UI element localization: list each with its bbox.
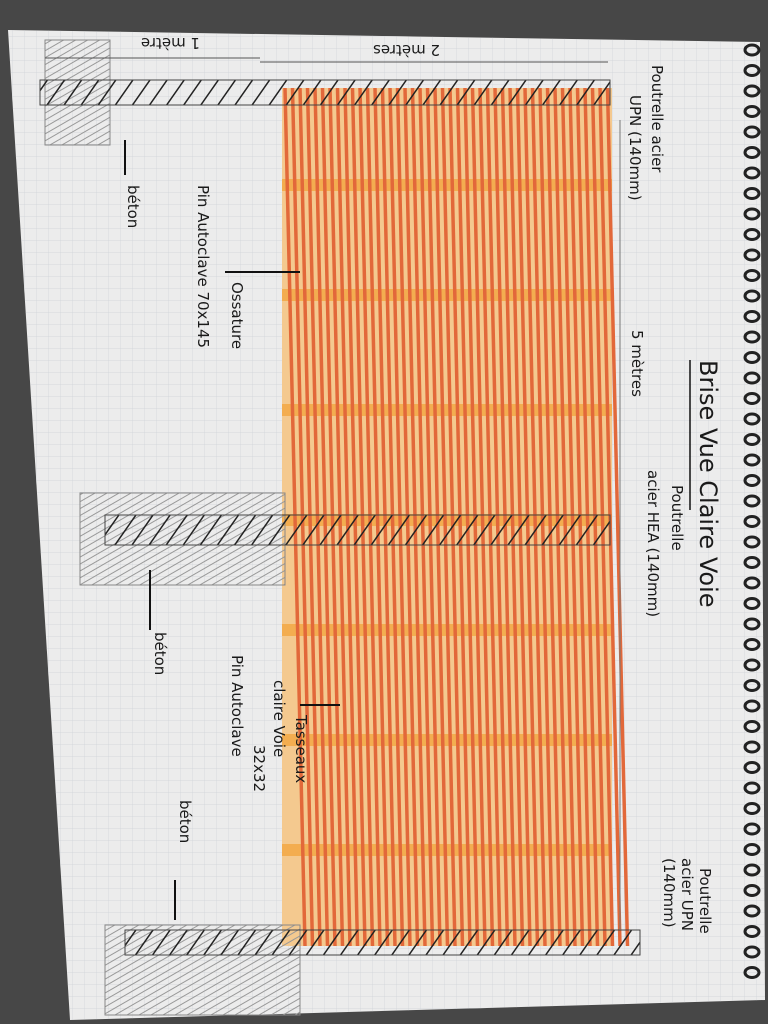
ring	[743, 904, 761, 918]
ring	[743, 515, 761, 528]
ring	[743, 330, 761, 344]
upn-beam	[39, 79, 611, 106]
ring	[743, 617, 761, 631]
ring	[743, 658, 761, 672]
ring	[743, 125, 761, 139]
ring	[743, 679, 761, 692]
label: Tasseaux	[292, 714, 310, 783]
label: 32x32	[250, 745, 268, 792]
ring	[743, 166, 761, 180]
ring	[743, 740, 761, 754]
ring	[743, 248, 761, 262]
ring	[743, 146, 761, 159]
ring	[743, 43, 761, 57]
depth-label: 2 mètres	[373, 41, 440, 59]
slat	[605, 87, 630, 947]
label: Pin Autoclave	[228, 655, 246, 757]
ring	[743, 207, 761, 221]
post-label: 1 mètre	[141, 34, 200, 52]
batten	[282, 404, 612, 416]
label: (140mm)	[660, 858, 678, 928]
label: Poutrelle	[668, 485, 686, 551]
ring	[743, 269, 761, 282]
label: Poutrelle acier	[648, 65, 666, 173]
spiral-binding	[743, 43, 761, 979]
ring	[743, 863, 761, 877]
ring	[743, 105, 761, 118]
ring	[743, 576, 761, 590]
width-label: 5 mètres	[628, 330, 646, 397]
label: Pin Autoclave 70x145	[194, 185, 212, 348]
ring	[743, 64, 761, 77]
ring	[743, 699, 761, 713]
ring	[743, 453, 761, 467]
label: Poutrelle	[696, 868, 714, 934]
ring	[743, 310, 761, 323]
ring	[743, 412, 761, 426]
ring	[743, 884, 761, 897]
ring	[743, 474, 761, 487]
ring	[743, 822, 761, 836]
concrete-label: béton	[176, 800, 194, 843]
ring	[743, 84, 761, 98]
ring	[743, 556, 761, 569]
ring	[743, 781, 761, 795]
ring	[743, 494, 761, 508]
ring	[743, 228, 761, 241]
label: claire Voie	[270, 680, 288, 757]
hea-beam	[104, 514, 611, 546]
label: acier HEA (140mm)	[644, 470, 662, 617]
concrete-label: béton	[151, 632, 169, 675]
ring	[743, 392, 761, 405]
ring	[743, 371, 761, 385]
ring	[743, 945, 761, 959]
label: Ossature	[228, 282, 246, 349]
ring	[743, 187, 761, 200]
upn-beam	[124, 929, 641, 956]
ring	[743, 351, 761, 364]
ring	[743, 597, 761, 610]
ring	[743, 925, 761, 938]
ring	[743, 966, 761, 979]
ring	[743, 843, 761, 856]
ring	[743, 433, 761, 446]
label: acier UPN	[678, 858, 696, 931]
ring	[743, 638, 761, 651]
ring	[743, 535, 761, 549]
ring	[743, 802, 761, 815]
ring	[743, 761, 761, 774]
batten	[282, 179, 612, 191]
batten	[282, 734, 612, 746]
title: Brise Vue Claire Voie	[694, 360, 722, 608]
ring	[743, 289, 761, 303]
label: UPN (140mm)	[626, 95, 644, 201]
concrete-label: béton	[124, 185, 142, 228]
ring	[743, 720, 761, 733]
